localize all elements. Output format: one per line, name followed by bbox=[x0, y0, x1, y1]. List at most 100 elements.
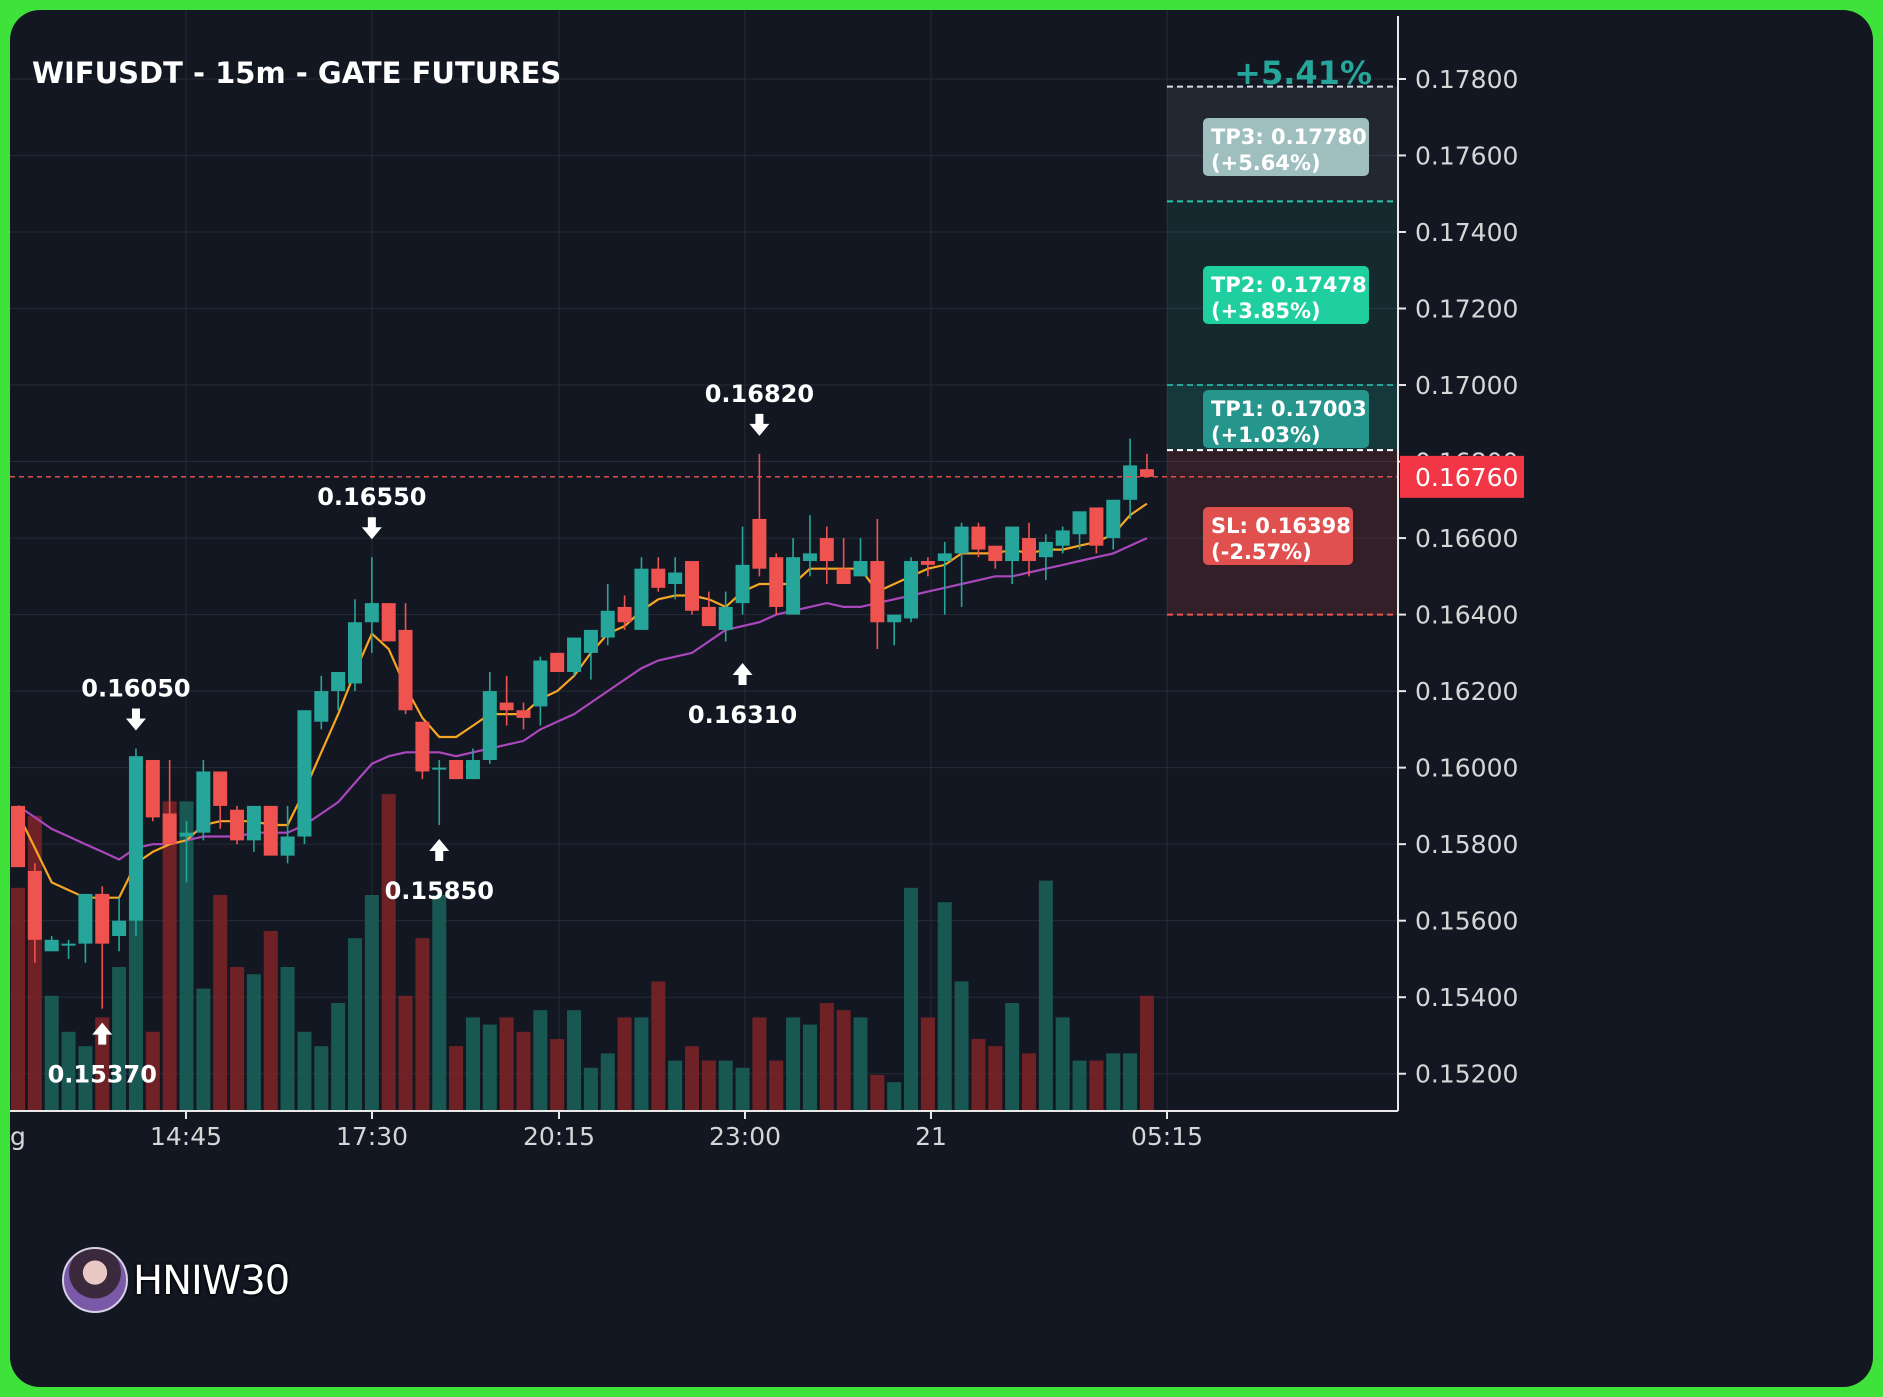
volume-bar bbox=[465, 1017, 480, 1111]
price-tick-label: 0.15200 bbox=[1415, 1060, 1518, 1089]
volume-bar bbox=[1106, 1053, 1121, 1111]
volume-bar bbox=[432, 895, 447, 1111]
candle-body bbox=[465, 759, 480, 780]
volume-bar bbox=[61, 1031, 76, 1111]
volume-bar bbox=[348, 938, 362, 1111]
candle-body bbox=[701, 606, 716, 627]
volume-bar bbox=[954, 981, 969, 1111]
candle-body bbox=[685, 561, 699, 611]
sl-label: SL: 0.16398 bbox=[1211, 514, 1351, 538]
candle-body bbox=[364, 603, 379, 623]
current-price-label: 0.16760 bbox=[1415, 463, 1518, 492]
volume-bar bbox=[381, 794, 396, 1111]
price-tick-label: 0.17000 bbox=[1415, 371, 1518, 400]
candle-body bbox=[11, 805, 25, 868]
candle-body bbox=[179, 832, 194, 837]
candle-body bbox=[904, 561, 919, 619]
candle-body bbox=[331, 671, 346, 692]
volume-bar bbox=[213, 895, 228, 1111]
price-tick-label: 0.15800 bbox=[1415, 830, 1518, 859]
volume-bar bbox=[937, 902, 952, 1111]
volume-bar bbox=[112, 967, 127, 1111]
volume-bar bbox=[617, 1017, 632, 1111]
volume-bar bbox=[583, 1067, 598, 1111]
arrow-down-icon bbox=[361, 517, 382, 540]
time-tick-label: 14:45 bbox=[150, 1122, 222, 1151]
volume-bar bbox=[162, 801, 177, 1111]
annotation-label: 0.16050 bbox=[81, 675, 190, 703]
tp2-label: TP2: 0.17478 bbox=[1211, 273, 1367, 297]
volume-bar bbox=[904, 887, 919, 1111]
volume-bar bbox=[634, 1017, 649, 1111]
candle-body bbox=[853, 561, 868, 577]
time-tick-label: 21 bbox=[915, 1122, 947, 1151]
candle-body bbox=[1005, 526, 1020, 562]
ema-slow-line bbox=[17, 537, 1148, 861]
current-price-badge bbox=[1400, 455, 1524, 498]
volume-bar bbox=[920, 1017, 935, 1111]
volume-bar bbox=[314, 1046, 329, 1111]
candle-body bbox=[162, 813, 177, 845]
arrow-up-icon bbox=[732, 663, 753, 686]
volume-bar bbox=[685, 1046, 699, 1111]
candle-body bbox=[634, 568, 649, 630]
volume-bar bbox=[1139, 995, 1154, 1111]
candle-body bbox=[769, 557, 784, 607]
arrow-down-icon bbox=[125, 708, 146, 731]
annotation-label: 0.16310 bbox=[688, 701, 797, 729]
volume-bar bbox=[651, 981, 666, 1111]
volume-bar bbox=[752, 1017, 767, 1111]
time-tick-label: 20:15 bbox=[523, 1122, 595, 1151]
candle-body bbox=[718, 606, 733, 630]
price-tick-label: 0.16000 bbox=[1415, 754, 1518, 783]
volume-bar bbox=[482, 1024, 497, 1111]
price-chart[interactable]: 0.16050 0.15370 0.16550 0.15850 0.16820 0.163… bbox=[10, 10, 1873, 1387]
candle-body bbox=[651, 568, 666, 588]
price-tick-label: 0.15600 bbox=[1415, 907, 1518, 936]
candle-body bbox=[533, 660, 548, 707]
performance-label: +5.41% bbox=[1234, 54, 1372, 92]
volume-bar bbox=[78, 1046, 93, 1111]
arrow-down-icon bbox=[749, 413, 770, 436]
volume-bar bbox=[364, 895, 379, 1111]
sl-pct: (-2.57%) bbox=[1211, 540, 1312, 564]
candle-body bbox=[95, 893, 110, 944]
candle-body bbox=[44, 939, 59, 952]
price-tick-label: 0.17400 bbox=[1415, 218, 1518, 247]
price-tick-label: 0.17200 bbox=[1415, 295, 1518, 324]
volume-bar bbox=[280, 967, 295, 1111]
annotation-label: 0.16550 bbox=[317, 483, 426, 511]
volume-bar bbox=[196, 988, 211, 1111]
candle-body bbox=[499, 702, 514, 711]
candle-body bbox=[449, 759, 464, 780]
volume-bar bbox=[499, 1017, 514, 1111]
avatar-icon bbox=[62, 1247, 128, 1313]
volume-bar bbox=[179, 801, 194, 1111]
volume-bar bbox=[516, 1031, 531, 1111]
candle-body bbox=[1055, 530, 1070, 546]
candle-body bbox=[263, 805, 278, 856]
volume-bar bbox=[668, 1060, 683, 1111]
annotation-label: 0.15370 bbox=[48, 1061, 157, 1089]
candle-body bbox=[516, 710, 531, 718]
candle-body bbox=[145, 759, 160, 818]
candle-body bbox=[600, 610, 615, 638]
tp1-label: TP1: 0.17003 bbox=[1211, 397, 1367, 421]
price-tick-label: 0.16600 bbox=[1415, 524, 1518, 553]
volume-bar bbox=[246, 974, 261, 1111]
price-tick-label: 0.17600 bbox=[1415, 141, 1518, 170]
price-tick-label: 0.16400 bbox=[1415, 601, 1518, 630]
candle-body bbox=[937, 553, 952, 562]
candle-body bbox=[246, 805, 261, 841]
price-tick-label: 0.15400 bbox=[1415, 983, 1518, 1012]
candle-body bbox=[1089, 507, 1104, 546]
candle-body bbox=[61, 943, 76, 946]
volume-bar bbox=[297, 1031, 312, 1111]
volume-bar bbox=[870, 1075, 885, 1111]
candle-body bbox=[819, 538, 834, 562]
volume-bar bbox=[1123, 1053, 1138, 1111]
volume-bar bbox=[769, 1060, 784, 1111]
volume-bar bbox=[786, 1017, 801, 1111]
volume-bar bbox=[128, 859, 143, 1111]
volume-bar bbox=[533, 1010, 548, 1111]
